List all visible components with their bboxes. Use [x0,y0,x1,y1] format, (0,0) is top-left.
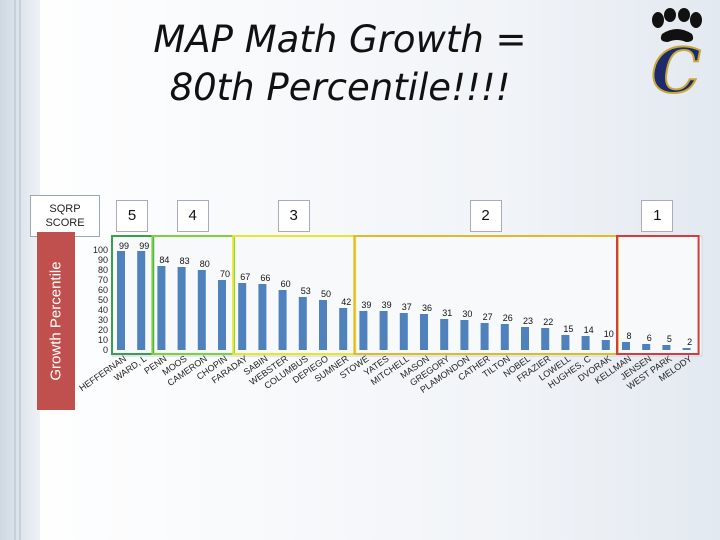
data-label: 39 [382,300,392,310]
bar [117,251,125,350]
bar [278,290,287,350]
bar [662,345,671,350]
sqrp-label-1: SQRP [49,203,81,215]
y-tick-label: 60 [98,285,108,295]
title-line-2: 80th Percentile!!!! [169,66,511,109]
data-label: 60 [281,279,291,289]
bar [561,335,570,350]
bar [258,284,267,350]
left-decorative-strip [0,0,40,540]
data-label: 27 [483,312,493,322]
growth-percentile-panel: Growth Percentile [37,232,75,410]
data-label: 26 [503,313,513,323]
bar [137,251,146,350]
data-label: 66 [260,273,270,283]
slide-title: MAP Math Growth = 80th Percentile!!!! [130,16,550,112]
sqrp-score-5: 5 [116,200,149,232]
y-tick-label: 70 [98,275,108,285]
bar [480,323,489,350]
y-tick-label: 20 [98,325,108,335]
data-label: 99 [139,241,149,251]
data-label: 15 [563,324,573,334]
data-label: 8 [626,331,631,341]
sqrp-label-2: SCORE [45,217,85,229]
bar [157,266,166,350]
bar [359,311,368,350]
data-label: 31 [442,308,452,318]
logo-letter: C [651,34,700,98]
title-line-1: MAP Math Growth = [153,18,527,61]
data-label: 50 [321,289,331,299]
bar [298,297,307,350]
data-label: 37 [402,302,412,312]
bar [581,336,590,350]
sqrp-score-4: 4 [176,200,209,232]
sqrp-score-box: SQRP SCORE [30,195,100,237]
data-label: 84 [159,255,169,265]
y-tick-label: 40 [98,305,108,315]
bar [521,327,529,350]
data-label: 53 [301,286,311,296]
bar [460,320,469,350]
y-tick-label: 50 [98,295,108,305]
bar [682,348,691,350]
bar [440,319,449,350]
y-tick-label: 100 [93,245,108,255]
data-label: 67 [240,272,250,282]
sqrp-score-3: 3 [277,200,310,232]
data-label: 80 [200,259,210,269]
y-tick-label: 90 [98,255,108,265]
data-label: 30 [462,309,472,319]
y-tick-label: 10 [98,335,108,345]
bar [541,328,550,350]
y-tick-label: 80 [98,265,108,275]
data-label: 23 [523,316,533,326]
logo-icon: C [650,8,702,98]
data-label: 5 [667,334,672,344]
y-tick-label: 0 [103,345,108,355]
data-label: 83 [180,256,190,266]
data-label: 39 [361,300,371,310]
data-label: 6 [647,333,652,343]
bar [218,280,226,350]
bar [500,324,509,350]
bar [601,340,610,350]
bar [379,311,388,350]
strip-lines [14,0,24,540]
data-label: 70 [220,269,230,279]
bar [420,314,428,350]
data-label: 22 [543,317,553,327]
group-frame-1 [616,235,700,355]
bar [642,344,651,350]
data-label: 99 [119,241,129,251]
data-label: 2 [687,337,692,347]
sqrp-score-2: 2 [469,200,502,232]
data-label: 10 [604,329,614,339]
bar [399,313,408,350]
bar [319,300,327,350]
data-label: 42 [341,297,351,307]
bar [238,283,247,350]
bar [197,270,206,350]
y-tick-label: 30 [98,315,108,325]
sqrp-score-1: 1 [641,200,674,232]
bar [177,267,186,350]
bar [622,342,630,350]
data-label: 36 [422,303,432,313]
bar [339,308,348,350]
data-label: 14 [584,325,594,335]
